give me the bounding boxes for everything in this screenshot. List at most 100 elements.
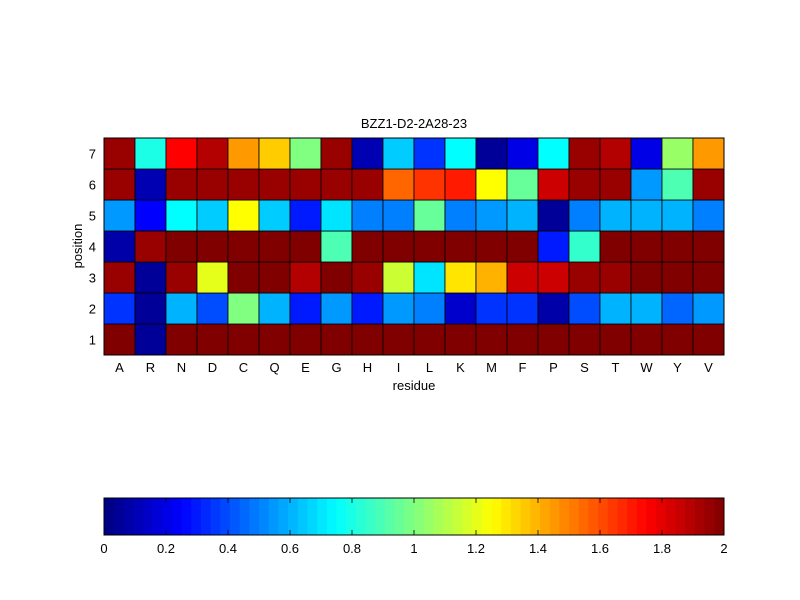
heatmap-cell: [599, 199, 632, 232]
heatmap-cell: [475, 292, 508, 325]
heatmap-cell: [165, 292, 198, 325]
heatmap-cell: [413, 323, 446, 356]
heatmap-cell: [568, 230, 601, 263]
colorbar-strip: [278, 498, 289, 535]
heatmap-cell: [444, 230, 477, 263]
heatmap-cell: [351, 230, 384, 263]
heatmap-cell: [103, 230, 136, 263]
colorbar-strip: [472, 498, 483, 535]
y-tick-label: 6: [89, 178, 96, 193]
heatmap-cell: [506, 168, 539, 201]
heatmap-cell: [599, 323, 632, 356]
colorbar-tick-label: 1.4: [529, 541, 547, 556]
colorbar-strip: [636, 498, 647, 535]
colorbar-strip: [317, 498, 328, 535]
colorbar-strip: [530, 498, 541, 535]
plot-frame: [103, 137, 725, 356]
heatmap-cell: [289, 137, 322, 170]
heatmap-cell: [196, 137, 229, 170]
colorbar-strip: [220, 498, 231, 535]
colorbar-strip: [539, 498, 551, 535]
heatmap-cell: [382, 261, 415, 294]
heatmap-cell: [196, 168, 229, 201]
colorbar-strip: [346, 498, 357, 535]
heatmap-cell: [320, 168, 353, 201]
colorbar-strip: [510, 498, 522, 535]
x-tick-label: F: [519, 360, 527, 375]
heatmap-cell: [475, 168, 508, 201]
y-tick-label: 3: [89, 271, 96, 286]
heatmap-cell: [103, 323, 136, 356]
heatmap-cell: [506, 261, 539, 294]
heatmap-cell: [289, 199, 322, 232]
colorbar-strip: [171, 498, 182, 535]
heatmap-cell: [320, 261, 353, 294]
heatmap-cell: [475, 199, 508, 232]
x-tick-label: W: [640, 360, 653, 375]
colorbar-strip: [229, 498, 241, 535]
heatmap-cell: [537, 323, 570, 356]
colorbar-strip: [607, 498, 618, 535]
heatmap-cell: [227, 199, 260, 232]
colorbar-strip: [326, 498, 337, 535]
colorbar-strip: [404, 498, 415, 535]
colorbar-strip: [598, 498, 609, 535]
heatmap-cell: [661, 199, 694, 232]
heatmap-cell: [506, 199, 539, 232]
colorbar-strip: [588, 498, 599, 535]
colorbar-strip: [704, 498, 715, 535]
heatmap-cell: [289, 292, 322, 325]
heatmap-cell: [413, 168, 446, 201]
x-tick-label: A: [115, 360, 124, 375]
colorbar-strip: [394, 498, 405, 535]
colorbar-strip: [685, 498, 696, 535]
heatmap-cell: [103, 261, 136, 294]
heatmap-cell: [196, 230, 229, 263]
x-tick-label: Q: [269, 360, 279, 375]
colorbar-tick-label: 0.8: [343, 541, 361, 556]
heatmap-cell: [258, 230, 291, 263]
colorbar-strip: [210, 498, 221, 535]
heatmap-cell: [289, 168, 322, 201]
colorbar-strip: [617, 498, 628, 535]
heatmap-cell: [475, 230, 508, 263]
heatmap-cell: [134, 168, 167, 201]
colorbar-strip: [249, 498, 260, 535]
y-tick-label: 2: [89, 302, 96, 317]
heatmap-cell: [413, 292, 446, 325]
x-tick-label: L: [426, 360, 433, 375]
heatmap-cell: [413, 230, 446, 263]
heatmap-cell: [568, 261, 601, 294]
heatmap-cell: [227, 323, 260, 356]
colorbar-strip: [365, 498, 376, 535]
heatmap-cell: [289, 230, 322, 263]
colorbar-strip: [501, 498, 512, 535]
heatmap-cell: [320, 323, 353, 356]
heatmap-cell: [165, 230, 198, 263]
heatmap-cell: [382, 230, 415, 263]
heatmap-cell: [227, 261, 260, 294]
heatmap-cell: [413, 261, 446, 294]
colorbar-strip: [104, 498, 115, 535]
heatmap-cell: [351, 199, 384, 232]
y-tick-label: 1: [89, 333, 96, 348]
heatmap-cell: [661, 323, 694, 356]
x-tick-label: H: [363, 360, 372, 375]
heatmap-cell: [320, 199, 353, 232]
heatmap-cell: [134, 323, 167, 356]
heatmap-cell: [165, 261, 198, 294]
heatmap-cell: [599, 292, 632, 325]
heatmap-cell: [320, 137, 353, 170]
heatmap-cell: [630, 199, 663, 232]
colorbar-tick-label: 0.6: [281, 541, 299, 556]
heatmap-cell: [413, 137, 446, 170]
heatmap-cell: [258, 323, 291, 356]
colorbar-strip: [481, 498, 492, 535]
colorbar-strip: [665, 498, 677, 535]
heatmap-cell: [599, 261, 632, 294]
colorbar-strip: [307, 498, 318, 535]
heatmap-cell: [382, 323, 415, 356]
colorbar-strip: [123, 498, 134, 535]
